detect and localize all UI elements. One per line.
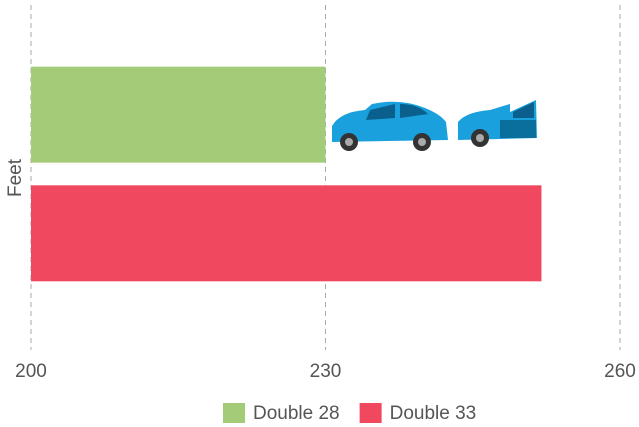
car-icon bbox=[332, 102, 448, 151]
legend-swatch bbox=[223, 403, 245, 423]
legend-label: Double 28 bbox=[253, 403, 340, 424]
bar bbox=[31, 67, 326, 163]
chart: Feet 200 230 260 Double 28 Double 33 bbox=[0, 0, 639, 427]
car-icons bbox=[332, 100, 537, 151]
x-tick-label: 230 bbox=[310, 361, 342, 382]
x-tick-label: 260 bbox=[604, 361, 636, 382]
y-axis-label: Feet bbox=[5, 158, 26, 197]
page: Feet 200230260Double 28Double 33 (() => … bbox=[0, 0, 639, 427]
car-icon bbox=[458, 100, 537, 147]
x-tick-label: 200 bbox=[15, 361, 47, 382]
bar bbox=[31, 185, 541, 281]
legend-swatch bbox=[360, 403, 382, 423]
legend-label: Double 33 bbox=[390, 403, 477, 424]
